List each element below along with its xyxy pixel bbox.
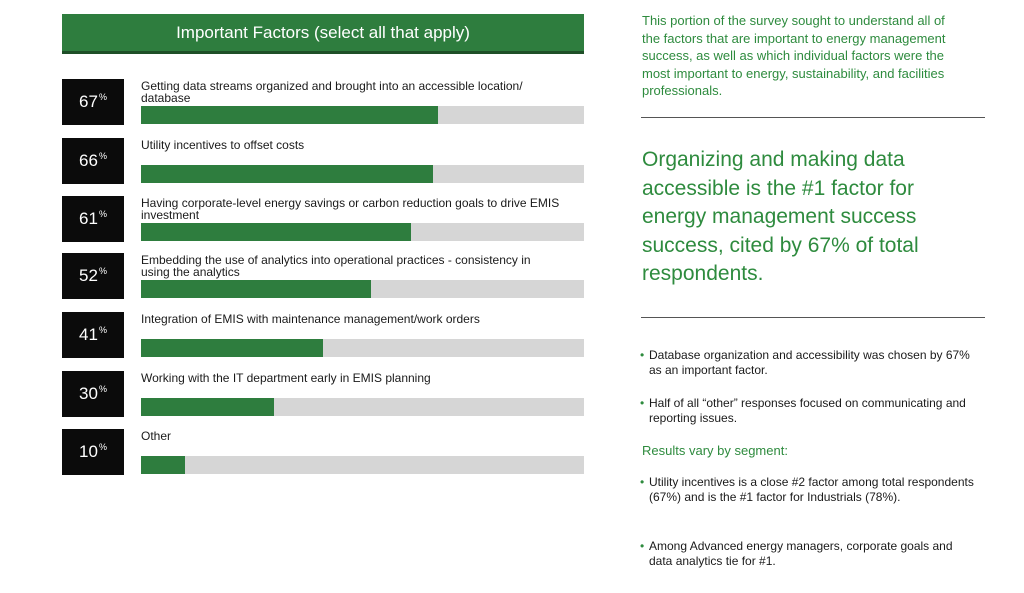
bar (141, 456, 186, 474)
bar-track (141, 280, 584, 298)
segment-heading: Results vary by segment: (642, 443, 788, 458)
value-label: 52% (62, 253, 124, 299)
bullet-text: Database organization and accessibility … (649, 348, 970, 377)
category-label: Embedding the use of analytics into oper… (141, 253, 531, 279)
bar (141, 280, 372, 298)
category-label: Utility incentives to offset costs (141, 138, 305, 152)
bullet-text: Among Advanced energy managers, corporat… (649, 539, 953, 568)
bar-row: 52% Embedding the use of analytics into o… (62, 253, 584, 301)
chart-title: Important Factors (select all that apply… (62, 14, 584, 54)
divider-top (641, 117, 985, 118)
bullet-icon: • (640, 396, 645, 410)
bar-row: 41% Integration of EMIS with maintenance … (62, 312, 584, 360)
bar-row: 30% Working with the IT department early … (62, 371, 584, 419)
bullet-item: • Utility incentives is a close #2 facto… (640, 475, 979, 505)
category-label: Having corporate-level energy savings or… (141, 196, 560, 222)
value-label: 66% (62, 138, 124, 184)
bar-row: 10% Other (62, 429, 584, 477)
bar-row: 61% Having corporate-level energy savings… (62, 196, 584, 244)
bullet-text: Utility incentives is a close #2 factor … (649, 475, 974, 504)
bullet-icon: • (640, 348, 645, 362)
bar-track (141, 339, 584, 357)
value-label: 41% (62, 312, 124, 358)
value-label: 61% (62, 196, 124, 242)
category-label: Working with the IT department early in … (141, 371, 431, 385)
bar-track (141, 223, 584, 241)
bullet-item: • Among Advanced energy managers, corpor… (640, 539, 979, 569)
bar-track (141, 398, 584, 416)
bar (141, 339, 323, 357)
value-label: 10% (62, 429, 124, 475)
bar (141, 223, 412, 241)
category-label: Other (141, 429, 172, 443)
category-label: Getting data streams organized and broug… (141, 79, 523, 105)
value-label: 30% (62, 371, 124, 417)
bullet-text: Half of all “other” responses focused on… (649, 396, 966, 425)
bar-track (141, 165, 584, 183)
intro-text: This portion of the survey sought to und… (642, 13, 946, 98)
bullet-item: • Half of all “other” responses focused … (640, 396, 979, 426)
divider-bottom (641, 317, 985, 318)
bar-row: 67% Getting data streams organized and br… (62, 79, 584, 127)
bullet-item: • Database organization and accessibilit… (640, 348, 979, 378)
bullet-icon: • (640, 539, 645, 553)
bar (141, 398, 274, 416)
highlight-text: Organizing and making data accessible is… (642, 148, 919, 285)
bar (141, 106, 438, 124)
bullet-icon: • (640, 475, 645, 489)
value-label: 67% (62, 79, 124, 125)
bar-track (141, 456, 584, 474)
bar-row: 66% Utility incentives to offset costs (62, 138, 584, 186)
bar (141, 165, 434, 183)
bar-track (141, 106, 584, 124)
category-label: Integration of EMIS with maintenance man… (141, 312, 480, 326)
